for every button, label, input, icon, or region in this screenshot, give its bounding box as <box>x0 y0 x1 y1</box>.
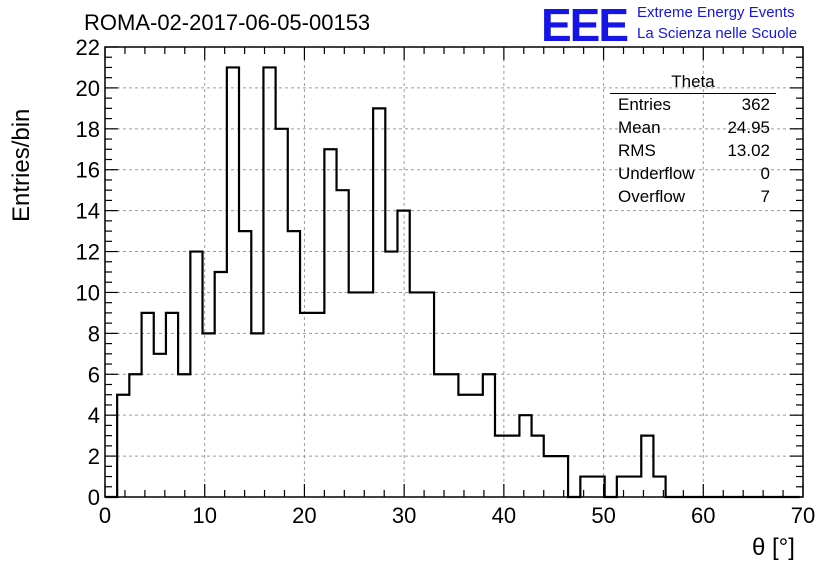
stats-label: Underflow <box>618 164 695 183</box>
y-tick-label: 20 <box>76 76 100 101</box>
histogram-bin <box>203 333 215 497</box>
logo-line-2: La Scienza nelle Scuole <box>637 25 798 42</box>
histogram-bin <box>312 313 324 497</box>
histogram-outline <box>105 66 800 499</box>
histogram-bin <box>117 395 129 497</box>
histogram-bin <box>324 149 336 497</box>
x-tick-label: 60 <box>691 503 715 528</box>
y-tick-label: 22 <box>76 35 100 60</box>
histogram-bin <box>580 477 592 497</box>
stats-row-mean: Mean 24.95 <box>610 117 776 140</box>
histogram-bin <box>410 292 422 497</box>
stats-row-underflow: Underflow 0 <box>610 163 776 186</box>
stats-value: 7 <box>760 187 770 206</box>
x-tick-label: 0 <box>99 503 111 528</box>
histogram-bin <box>154 354 166 497</box>
x-tick-label: 20 <box>292 503 316 528</box>
histogram-bin <box>544 456 556 497</box>
y-tick-label: 16 <box>76 158 100 183</box>
histogram-bin <box>251 333 263 497</box>
y-tick-label: 18 <box>76 117 100 142</box>
histogram-bin <box>239 231 251 497</box>
stats-box: Theta Entries 362 Mean 24.95 RMS 13.02 U… <box>610 73 776 209</box>
stats-row-overflow: Overflow 7 <box>610 186 776 209</box>
x-tick-label: 70 <box>791 503 815 528</box>
stats-value: 24.95 <box>727 118 770 137</box>
histogram-bin <box>532 436 544 497</box>
y-tick-label: 6 <box>88 362 100 387</box>
y-axis-label: Entries/bin <box>8 108 35 222</box>
histogram-bin <box>178 374 190 497</box>
histogram-bin <box>507 436 519 497</box>
y-tick-label: 4 <box>88 403 100 428</box>
x-tick-label: 40 <box>492 503 516 528</box>
stats-label: Overflow <box>618 187 686 206</box>
histogram-bin <box>190 252 202 497</box>
y-tick-label: 0 <box>88 485 100 510</box>
x-tick-label: 30 <box>392 503 416 528</box>
histogram-bin <box>629 477 641 497</box>
x-axis-label: θ [°] <box>752 534 795 561</box>
stats-box-title: Theta <box>610 73 776 94</box>
histogram-bin <box>483 374 495 497</box>
histogram-bin <box>361 292 373 497</box>
histogram-bin <box>166 313 178 497</box>
eee-logo: EEE <box>541 0 629 51</box>
y-tick-label: 10 <box>76 280 100 305</box>
histogram-bin <box>349 292 361 497</box>
x-tick-label: 50 <box>591 503 615 528</box>
stats-row-entries: Entries 362 <box>610 94 776 117</box>
histogram-bin <box>337 190 349 497</box>
y-tick-label: 8 <box>88 321 100 346</box>
stats-value: 13.02 <box>727 141 770 160</box>
histogram-bin <box>142 313 154 497</box>
x-tick-label: 10 <box>192 503 216 528</box>
histogram-bin <box>556 456 568 497</box>
histogram-bin <box>495 436 507 497</box>
stats-value: 362 <box>741 95 770 114</box>
histogram-bin <box>593 477 605 497</box>
histogram-bin <box>641 436 653 497</box>
histogram-bin <box>215 272 227 497</box>
y-tick-label: 2 <box>88 444 100 469</box>
logo-line-1: Extreme Energy Events <box>637 4 795 21</box>
histogram-bin <box>519 415 531 497</box>
histogram-bin <box>129 374 141 497</box>
histogram-bin <box>276 129 288 497</box>
stats-label: RMS <box>618 141 656 160</box>
histogram-bin <box>227 67 239 497</box>
histogram-bin <box>471 395 483 497</box>
stats-row-rms: RMS 13.02 <box>610 140 776 163</box>
histogram-bin <box>446 374 458 497</box>
histogram-bin <box>300 313 312 497</box>
histogram-bin <box>288 231 300 497</box>
stats-label: Mean <box>618 118 661 137</box>
histogram-bin <box>373 108 385 497</box>
plot-title: ROMA-02-2017-06-05-00153 <box>84 10 371 35</box>
histogram-bin <box>422 292 434 497</box>
histogram-bin <box>385 252 397 497</box>
histogram-bin <box>458 395 470 497</box>
histogram-bin <box>263 67 275 497</box>
y-tick-label: 14 <box>76 199 100 224</box>
stats-label: Entries <box>618 95 671 114</box>
stats-value: 0 <box>760 164 770 183</box>
histogram-bin <box>397 211 409 497</box>
histogram-bin <box>434 374 446 497</box>
y-tick-label: 12 <box>76 240 100 265</box>
